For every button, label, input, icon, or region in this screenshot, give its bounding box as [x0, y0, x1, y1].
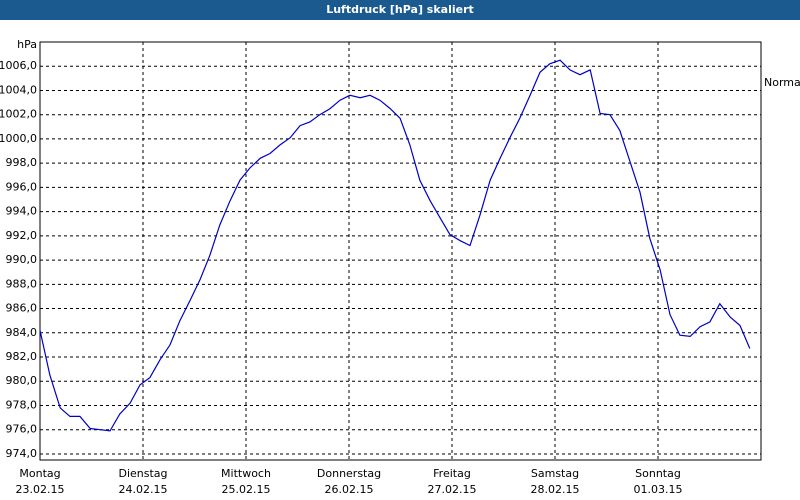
x-tick-date: 25.02.15 — [222, 483, 271, 496]
y-tick-label: 982,0 — [6, 350, 38, 363]
y-tick-label: 1002,0 — [0, 108, 37, 121]
x-tick-label: Sonntag — [635, 467, 681, 480]
x-tick-date: 27.02.15 — [428, 483, 477, 496]
y-tick-label: 1000,0 — [0, 132, 37, 145]
y-tick-label: 990,0 — [6, 253, 38, 266]
y-tick-label: 974,0 — [6, 447, 38, 460]
title-bar: Luftdruck [hPa] skaliert — [0, 0, 800, 20]
x-tick-date: 01.03.15 — [634, 483, 683, 496]
y-tick-label: 988,0 — [6, 277, 38, 290]
x-tick-date: 26.02.15 — [325, 483, 374, 496]
y-tick-label: 978,0 — [6, 398, 38, 411]
y-tick-label: 986,0 — [6, 302, 38, 315]
y-tick-label: 996,0 — [6, 180, 38, 193]
y-tick-label: 992,0 — [6, 229, 38, 242]
x-tick-label: Donnerstag — [317, 467, 381, 480]
data-line — [39, 59, 751, 432]
y-tick-label: 1004,0 — [0, 83, 37, 96]
x-tick-date: 24.02.15 — [119, 483, 168, 496]
x-tick-label: Mittwoch — [221, 467, 271, 480]
x-tick-label: Freitag — [433, 467, 471, 480]
y-axis-label: hPa — [17, 38, 37, 51]
y-tick-label: 998,0 — [6, 156, 38, 169]
x-tick-label: Samstag — [531, 467, 579, 480]
y-tick-label: 976,0 — [6, 423, 38, 436]
x-tick-label: Dienstag — [118, 467, 167, 480]
y-tick-label: 994,0 — [6, 205, 38, 218]
y-tick-label: 1006,0 — [0, 59, 37, 72]
plot-border — [39, 41, 762, 461]
plot-area — [40, 42, 761, 460]
y-tick-label: 980,0 — [6, 374, 38, 387]
x-tick-date: 23.02.15 — [16, 483, 65, 496]
x-tick-date: 28.02.15 — [531, 483, 580, 496]
x-tick-label: Montag — [19, 467, 60, 480]
y-tick-label: 984,0 — [6, 326, 38, 339]
annotation: Normal — [764, 76, 800, 89]
chart: hPa 974,0 976,0 978,0 980,0 982,0 984,0 986,0 9… — [0, 38, 800, 496]
